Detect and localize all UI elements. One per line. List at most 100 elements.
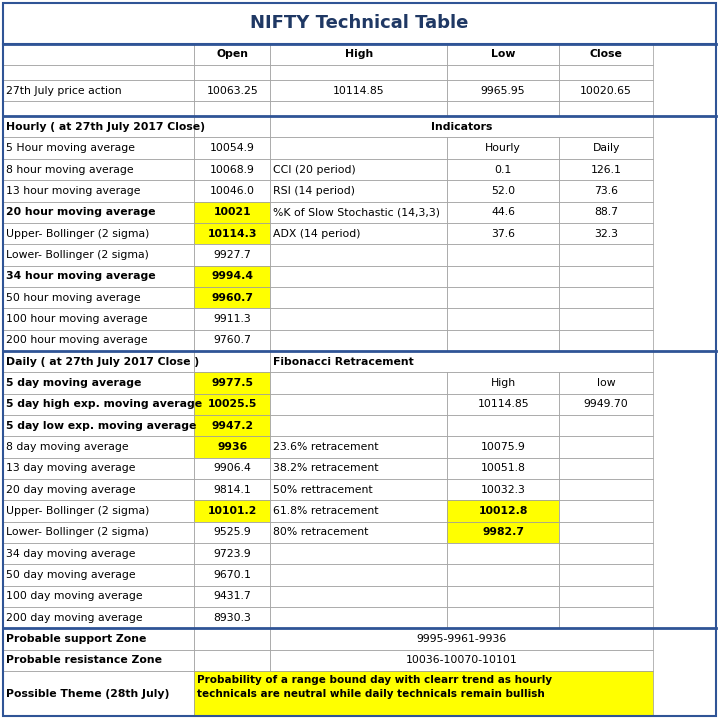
Bar	[194, 308, 270, 329]
Bar	[194, 415, 270, 436]
Bar	[3, 671, 194, 716]
Bar	[3, 244, 194, 265]
Bar	[447, 137, 559, 159]
Text: 200 hour moving average: 200 hour moving average	[6, 335, 147, 345]
Bar	[447, 223, 559, 244]
Text: 61.8% retracement: 61.8% retracement	[273, 506, 379, 516]
Bar	[3, 522, 194, 543]
Text: 9525.9: 9525.9	[214, 528, 251, 537]
Bar	[559, 372, 654, 394]
Bar	[3, 201, 194, 223]
Bar	[270, 65, 447, 80]
Text: 100 hour moving average: 100 hour moving average	[6, 314, 147, 324]
Bar	[194, 628, 270, 650]
Bar	[270, 265, 447, 287]
Bar	[559, 287, 654, 308]
Bar	[559, 564, 654, 586]
Text: 52.0: 52.0	[491, 186, 516, 196]
Bar	[270, 564, 447, 586]
Bar	[3, 628, 194, 650]
Text: low: low	[597, 378, 615, 388]
Text: 5 day moving average: 5 day moving average	[6, 378, 142, 388]
Bar	[270, 287, 447, 308]
Text: 9906.4: 9906.4	[214, 463, 251, 473]
Bar	[447, 44, 559, 65]
Text: 10114.85: 10114.85	[333, 86, 385, 96]
Text: 5 Hour moving average: 5 Hour moving average	[6, 143, 135, 153]
Text: Fibonacci Retracement: Fibonacci Retracement	[273, 357, 414, 367]
Text: 34 day moving average: 34 day moving average	[6, 549, 135, 559]
Text: 50% rettracement: 50% rettracement	[273, 485, 373, 495]
Bar	[270, 415, 447, 436]
Bar	[447, 101, 559, 116]
Text: 0.1: 0.1	[495, 165, 512, 175]
Text: 200 day moving average: 200 day moving average	[6, 613, 142, 623]
Bar	[270, 372, 447, 394]
Bar	[3, 586, 194, 607]
Bar	[270, 628, 654, 650]
Bar	[3, 543, 194, 564]
Bar	[270, 458, 447, 479]
Bar	[194, 479, 270, 500]
Text: 37.6: 37.6	[491, 229, 516, 239]
Text: 10114.3: 10114.3	[208, 229, 257, 239]
Bar	[270, 201, 447, 223]
Text: 10051.8: 10051.8	[481, 463, 526, 473]
Bar	[559, 415, 654, 436]
Bar	[194, 137, 270, 159]
Bar	[194, 80, 270, 101]
Text: Probable resistance Zone: Probable resistance Zone	[6, 656, 162, 666]
Text: 9947.2: 9947.2	[211, 421, 253, 431]
Bar	[194, 180, 270, 201]
Bar	[3, 287, 194, 308]
Bar	[270, 607, 447, 628]
Bar	[3, 65, 194, 80]
Bar	[194, 116, 270, 137]
Text: 10020.65: 10020.65	[580, 86, 632, 96]
Bar	[194, 671, 654, 716]
Text: High: High	[490, 378, 516, 388]
Bar	[270, 522, 447, 543]
Text: 5 day low exp. moving average: 5 day low exp. moving average	[6, 421, 196, 431]
Bar	[559, 329, 654, 351]
Text: CCI (20 period): CCI (20 period)	[273, 165, 356, 175]
Bar	[3, 351, 194, 372]
Bar	[3, 308, 194, 329]
Text: Close: Close	[590, 49, 623, 59]
Bar	[270, 80, 447, 101]
Text: 50 day moving average: 50 day moving average	[6, 570, 136, 580]
Text: 10054.9: 10054.9	[210, 143, 255, 153]
Bar	[447, 479, 559, 500]
Bar	[559, 201, 654, 223]
Text: 9814.1: 9814.1	[214, 485, 251, 495]
Text: ADX (14 period): ADX (14 period)	[273, 229, 361, 239]
Text: 9911.3: 9911.3	[214, 314, 251, 324]
Bar	[559, 543, 654, 564]
Text: 10063.25: 10063.25	[206, 86, 258, 96]
Bar	[447, 201, 559, 223]
Bar	[559, 44, 654, 65]
Text: 44.6: 44.6	[491, 207, 516, 217]
Bar	[194, 101, 270, 116]
Bar	[194, 244, 270, 265]
Text: 88.7: 88.7	[594, 207, 618, 217]
Bar	[270, 308, 447, 329]
Text: 10068.9: 10068.9	[210, 165, 255, 175]
Bar	[447, 564, 559, 586]
Bar	[270, 329, 447, 351]
Bar	[270, 223, 447, 244]
Bar	[194, 372, 270, 394]
Bar	[559, 65, 654, 80]
Text: 9760.7: 9760.7	[214, 335, 251, 345]
Text: Upper- Bollinger (2 sigma): Upper- Bollinger (2 sigma)	[6, 229, 150, 239]
Bar	[447, 372, 559, 394]
Bar	[3, 372, 194, 394]
Text: RSI (14 period): RSI (14 period)	[273, 186, 355, 196]
Bar	[447, 458, 559, 479]
Bar	[3, 80, 194, 101]
Bar	[194, 65, 270, 80]
Bar	[559, 180, 654, 201]
Bar	[447, 329, 559, 351]
Bar	[559, 394, 654, 415]
Text: Indicators: Indicators	[431, 122, 493, 132]
